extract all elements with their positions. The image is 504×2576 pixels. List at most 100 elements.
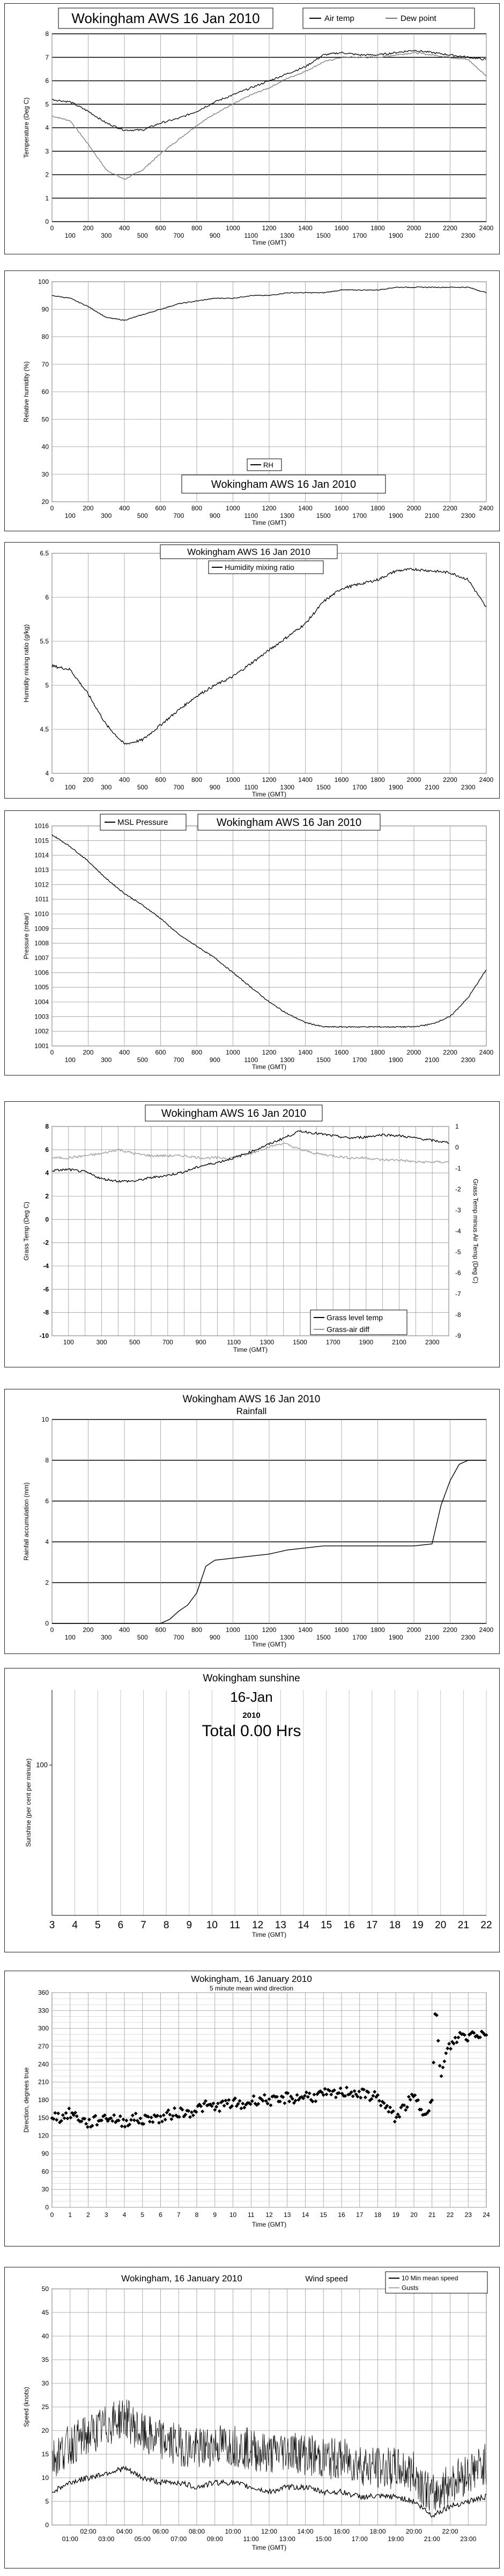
x-tick-label: 2300 <box>461 784 476 791</box>
scatter-point <box>93 2113 98 2118</box>
plot-area: 100 3 4 5 6 7 8 9 10 11 12 13 14 15 16 17 18 19 20 21 22 Time… <box>25 1690 492 1938</box>
chart-pressure-svg: 1001 1002 1003 1004 1005 1006 1007 1008 1009 1010… <box>23 814 494 1071</box>
scatter-point <box>329 2092 333 2097</box>
y-tick-label: 0 <box>45 1620 49 1627</box>
x-tick-label: 1100 <box>244 1634 258 1641</box>
y-tick-label: 2 <box>45 1579 49 1586</box>
scatter-point <box>267 2097 271 2101</box>
series-line-rainfall <box>52 1460 486 1624</box>
y-tick-label: 30 <box>42 471 49 478</box>
scatter-point <box>217 2109 221 2113</box>
x-tick-label: 300 <box>96 1338 107 1346</box>
x-tick-label: 400 <box>119 776 130 784</box>
scatter-point <box>73 2111 77 2115</box>
y-tick-label: 60 <box>42 388 49 396</box>
plot-area: 1001 1002 1003 1004 1005 1006 1007 1008 1009 1010… <box>23 822 494 1071</box>
scatter-point <box>84 2121 88 2126</box>
x-tick-label: 1700 <box>352 784 367 791</box>
x-tick-label: 22:00 <box>442 2528 458 2535</box>
x-tick-label: 1100 <box>244 784 258 791</box>
x-tick-label: 1000 <box>226 1626 240 1634</box>
x-tick-label: 1300 <box>260 1338 274 1346</box>
x-tick-label: 2300 <box>461 232 476 239</box>
x-tick-label: 100 <box>65 232 76 239</box>
scatter-point <box>85 2125 90 2129</box>
x-tick-label: 04:00 <box>116 2528 132 2535</box>
x-tick-label: 15 <box>320 2211 328 2219</box>
x-tick-label: 7 <box>177 2211 181 2219</box>
legend: 10 Min mean speed Gusts <box>385 2271 488 2294</box>
x-tick-label: 12 <box>265 2211 273 2219</box>
x-tick-label: 8 <box>195 2211 199 2219</box>
x-tick-label: 1100 <box>244 512 258 519</box>
scatter-point <box>230 2104 234 2108</box>
x-tick-label: 1000 <box>226 504 240 512</box>
plot-area: 0306090120150180210240270300330360Direct… <box>23 1989 490 2228</box>
x-tick-label: 300 <box>101 1056 112 1064</box>
chart-title: Wokingham AWS 16 Jan 2010 <box>187 547 310 557</box>
x-tick-label: 8 <box>164 1920 169 1931</box>
scatter-point <box>109 2116 113 2120</box>
scatter-point <box>149 2116 153 2120</box>
y-tick-label: 1014 <box>34 852 49 859</box>
total-label: Total 0.00 Hrs <box>202 1722 301 1740</box>
x-tick-label: 200 <box>83 1626 93 1634</box>
scatter-point <box>439 2074 443 2079</box>
x-tick-label: 05:00 <box>135 2535 151 2543</box>
x-tick-label: 2200 <box>443 504 457 512</box>
scatter-point <box>293 2098 298 2103</box>
legend-label-mean: 10 Min mean speed <box>402 2274 458 2282</box>
scatter-point <box>392 2119 397 2124</box>
x-tick-label: 800 <box>191 224 202 232</box>
x-tick-label: 10 <box>206 1920 218 1931</box>
x-tick-label: 1400 <box>298 1049 313 1056</box>
y-tick-label: 330 <box>38 2007 49 2014</box>
y-tick-label: 2 <box>45 171 49 179</box>
y-tick-label: -6 <box>43 1285 49 1293</box>
y-tick-label: 40 <box>42 2332 49 2340</box>
x-tick-label: 1700 <box>352 1634 367 1641</box>
scatter-point <box>312 2092 316 2097</box>
scatter-point <box>158 2114 163 2118</box>
y-tick-label: 1012 <box>34 881 49 888</box>
scatter-point <box>241 2102 245 2106</box>
scatter-point <box>69 2116 73 2120</box>
chart-relative-humidity: 20 30 40 50 60 70 80 90 100 Relative humidity (%)… <box>4 270 500 531</box>
x-tick-label: 13:00 <box>279 2535 295 2543</box>
plot-area: 0 2 4 6 8 10 Rainfall accumulation (mm) 0 200 400… <box>23 1416 494 1648</box>
x-tick-label: 1300 <box>280 232 294 239</box>
x-tick-label: 2200 <box>443 1049 457 1056</box>
x-tick-label: 3 <box>49 1920 55 1931</box>
scatter-point <box>187 2109 191 2113</box>
scatter-point <box>163 2118 167 2122</box>
y-tick-label: 4 <box>45 124 49 131</box>
x-tick-label: 300 <box>101 512 112 519</box>
chart-sunshine: 100 3 4 5 6 7 8 9 10 11 12 13 14 15 16 17 18 19 20 21 22 Time… <box>4 1668 500 1952</box>
x-tick-label: 1900 <box>389 1056 403 1064</box>
y2-tick-label: 0 <box>455 1144 459 1151</box>
x-tick-label: 03:00 <box>98 2535 114 2543</box>
x-tick-label: 700 <box>173 1634 184 1641</box>
x-tick-label: 800 <box>191 776 202 784</box>
y-tick-label: 10 <box>42 1416 49 1423</box>
x-axis-label: Time (GMT) <box>252 1931 286 1938</box>
x-tick-label: 23 <box>465 2211 472 2219</box>
chart-subtitle: Rainfall <box>236 1406 267 1416</box>
scatter-point <box>65 2116 70 2120</box>
y-tick-label: 80 <box>42 333 49 341</box>
x-tick-label: 11 <box>248 2211 255 2219</box>
x-tick-label: 1200 <box>262 504 277 512</box>
y-tick-label: 50 <box>42 415 49 423</box>
x-tick-label: 21 <box>428 2211 436 2219</box>
y-tick-label: 6 <box>45 594 49 601</box>
x-tick-label: 1500 <box>316 1634 331 1641</box>
chart-temperature-svg: 0 1 2 3 4 5 6 7 8 Temperature (Deg C) 0 200 400 600 80… <box>23 8 494 246</box>
x-tick-label: 600 <box>155 1626 166 1634</box>
x-tick-label: 2100 <box>425 232 439 239</box>
y-tick-label: 120 <box>38 2132 49 2140</box>
plot-area: 0 5 10 15 20 25 30 35 40 45 50 Speed (knots) 02:00 04… <box>23 2285 487 2551</box>
x-tick-label: 600 <box>155 504 166 512</box>
x-tick-label: 17 <box>356 2211 364 2219</box>
legend-box <box>247 458 282 471</box>
x-tick-label: 700 <box>162 1338 173 1346</box>
